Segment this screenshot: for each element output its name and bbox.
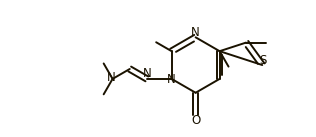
Text: O: O: [191, 114, 200, 127]
Text: N: N: [107, 71, 116, 84]
Text: N: N: [143, 67, 151, 80]
Text: N: N: [167, 73, 176, 86]
Text: N: N: [191, 26, 200, 39]
Text: S: S: [259, 54, 267, 67]
